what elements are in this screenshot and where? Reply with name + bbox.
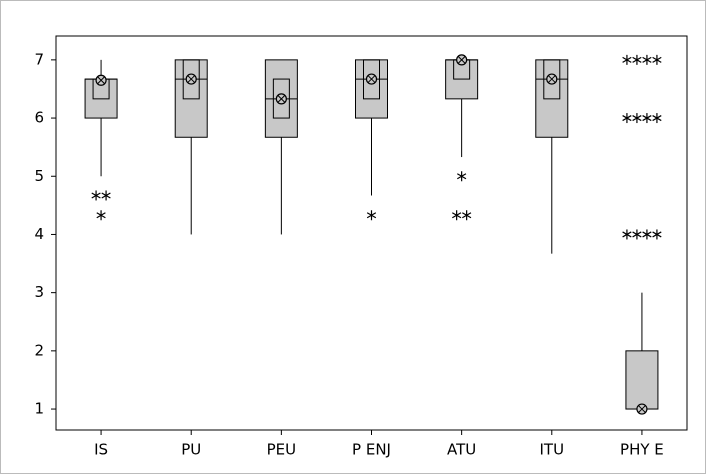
outlier [632, 113, 642, 124]
outlier [622, 229, 632, 240]
mean-symbol [636, 403, 648, 415]
mean-cross [277, 95, 286, 103]
mean-cross [187, 75, 196, 83]
outlier [622, 54, 632, 65]
outlier [652, 229, 662, 240]
outlier-stroke [642, 231, 652, 238]
box [355, 59, 388, 119]
outlier [366, 210, 377, 221]
mean-cross [97, 76, 105, 85]
outlier-stroke [457, 173, 467, 180]
outlier [642, 113, 652, 124]
outlier [452, 210, 462, 221]
outlier [652, 54, 662, 65]
outlier [457, 171, 467, 182]
mean-symbol [365, 73, 378, 85]
outlier-stroke [622, 231, 632, 238]
outlier-stroke [632, 231, 642, 238]
outlier-stroke [642, 56, 652, 63]
mean-symbol [456, 54, 468, 66]
y-tick-label: 7 [34, 50, 44, 68]
outlier-stroke [642, 115, 652, 122]
x-tick-label: ITU [539, 441, 564, 459]
x-tick-label: ATU [447, 441, 476, 459]
y-tick-label: 5 [34, 167, 44, 185]
outlier-stroke [632, 115, 642, 122]
outlier [642, 229, 652, 240]
mean-symbol [546, 73, 558, 85]
outlier-stroke [652, 231, 662, 238]
x-tick-label: P ENJ [352, 441, 391, 459]
box [625, 350, 659, 410]
outlier [642, 54, 652, 65]
outlier-stroke [96, 212, 106, 219]
outlier-stroke [652, 56, 662, 63]
outlier [622, 113, 632, 124]
y-tick-label: 3 [34, 283, 44, 301]
outlier [91, 190, 101, 201]
outlier [632, 229, 642, 240]
x-tick-label: IS [94, 441, 108, 459]
x-tick-label: PU [181, 441, 201, 459]
mean-cross [547, 75, 556, 83]
outlier [101, 190, 111, 201]
x-tick-label: PEU [267, 441, 297, 459]
y-tick-label: 2 [34, 341, 44, 359]
y-tick-label: 6 [34, 109, 44, 127]
outlier-stroke [632, 56, 642, 63]
mean-symbol [185, 73, 197, 85]
mean-cross [638, 405, 646, 413]
x-tick-label: PHY E [620, 441, 664, 459]
outlier-stroke [452, 212, 462, 219]
outlier-stroke [462, 212, 472, 219]
outlier-stroke [652, 115, 662, 122]
outlier [96, 210, 106, 221]
outlier-stroke [622, 115, 632, 122]
mean-symbol [95, 74, 107, 86]
outlier [462, 210, 472, 221]
mean-cross [367, 75, 376, 83]
y-tick-label: 1 [34, 400, 44, 418]
mean-cross [457, 56, 466, 64]
y-tick-label: 4 [34, 225, 44, 243]
outlier-stroke [366, 212, 377, 219]
outlier [632, 54, 642, 65]
outlier-stroke [91, 192, 101, 199]
outlier [652, 113, 662, 124]
outlier-stroke [101, 192, 111, 199]
outlier-stroke [622, 56, 632, 63]
mean-symbol [275, 93, 287, 105]
